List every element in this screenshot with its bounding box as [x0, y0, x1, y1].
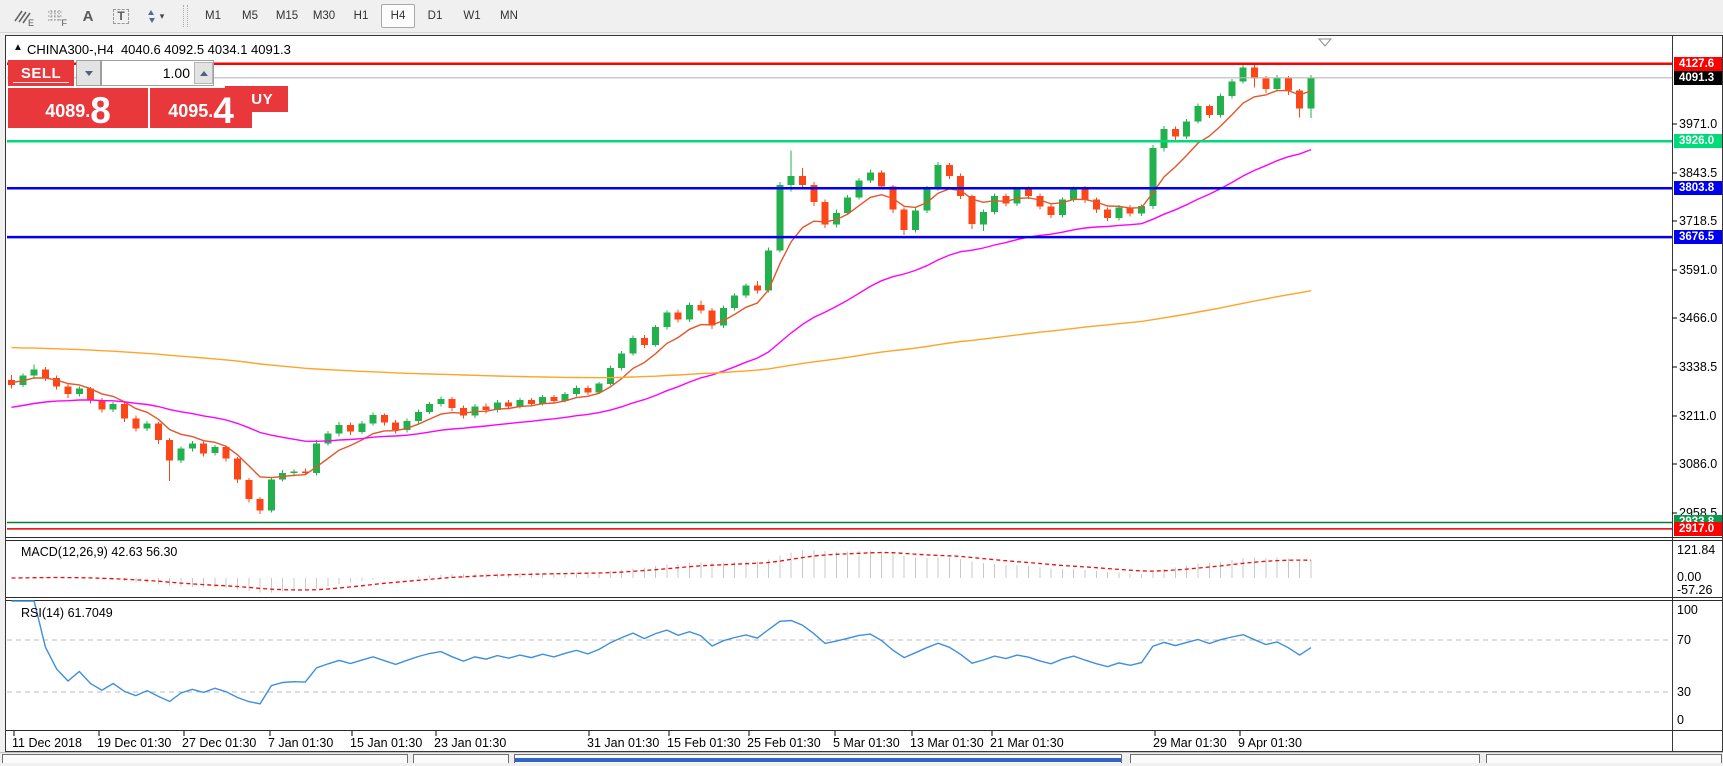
price-level-badge: 3803.8 — [1674, 181, 1722, 196]
rsi-value: 61.7049 — [67, 606, 113, 620]
window-fragment[interactable] — [413, 754, 509, 763]
volume-increase-button[interactable] — [194, 62, 213, 84]
timeframe-button-h1[interactable]: H1 — [353, 10, 369, 22]
chart-symbol-period: CHINA300-,H4 — [27, 42, 114, 57]
rsi-name: RSI(14) — [21, 606, 65, 620]
chart-window — [5, 35, 1723, 752]
timeframe-bar: M1 M5 M15 M30 H1 H4 D1 W1 MN — [196, 4, 529, 28]
arrows-tool-icon[interactable]: ▾ — [140, 3, 168, 29]
triangle-down-icon — [84, 70, 93, 76]
ma-mid-line — [11, 148, 1312, 443]
buy-price-main: 4095. — [168, 101, 214, 121]
bottom-windows-strip — [0, 752, 1723, 763]
time-tick-marks — [13, 731, 1241, 736]
text-label-tool-icon[interactable]: T — [107, 3, 135, 29]
buy-price-display[interactable]: 4095. 4 — [150, 88, 252, 131]
price-level-badge: 4127.6 — [1674, 56, 1722, 71]
volume-decrease-button[interactable] — [76, 60, 101, 86]
window-fragment[interactable] — [1130, 754, 1480, 763]
price-level-badge: 2917.0 — [1674, 521, 1722, 536]
symbol-marker-icon: ▲ — [13, 42, 23, 53]
timeframe-button-h4[interactable]: H4 — [381, 4, 415, 28]
current-price-badge: 4091.3 — [1674, 70, 1722, 85]
chart-shift-marker-icon[interactable] — [1317, 38, 1333, 47]
rsi-label: RSI(14) 61.7049 — [21, 606, 113, 620]
chart-ohlc-values: 4040.6 4092.5 4034.1 4091.3 — [120, 42, 291, 57]
sell-price-display[interactable]: 4089. 8 — [8, 88, 148, 131]
sell-price-big-digit: 8 — [90, 90, 111, 131]
one-click-trading-panel: SELL BUY 4089.8 4095.4 — [0, 0, 288, 129]
triangle-up-icon — [199, 70, 208, 76]
macd-signal-line — [11, 551, 1312, 591]
timeframe-button-m15[interactable]: M15 — [275, 10, 299, 22]
sell-button[interactable]: SELL — [8, 60, 74, 86]
timeframe-button-d1[interactable]: D1 — [427, 10, 443, 22]
horizontal-level-lines[interactable] — [7, 62, 1672, 530]
pane-frame — [6, 36, 1722, 751]
macd-values: 42.63 56.30 — [111, 545, 178, 559]
macd-label: MACD(12,26,9) 42.63 56.30 — [21, 545, 177, 559]
hatch-lines-tool-icon[interactable]: E — [8, 3, 36, 29]
ma-fast-line — [11, 89, 1312, 479]
window-fragment[interactable] — [2, 754, 408, 763]
timeframe-button-w1[interactable]: W1 — [463, 10, 481, 22]
timeframe-button-m5[interactable]: M5 — [242, 10, 258, 22]
macd-pane[interactable] — [7, 541, 1672, 597]
top-toolbar: E F A T ▾ M1 M5 M15 M30 H1 H4 D1 W1 MN — [0, 0, 1723, 33]
price-level-badge: 3926.0 — [1674, 134, 1722, 149]
toolbar-separator — [183, 5, 188, 27]
chart-title: CHINA300-,H4 4040.6 4092.5 4034.1 4091.3 — [27, 42, 291, 57]
rsi-pane[interactable] — [7, 601, 1672, 730]
ma-slow-line — [11, 290, 1312, 379]
timeframe-button-mn[interactable]: MN — [500, 10, 518, 22]
volume-input[interactable] — [104, 62, 192, 84]
time-axis[interactable] — [7, 732, 1672, 752]
price-tick-marks — [1672, 123, 1677, 514]
rsi-line — [11, 600, 1312, 705]
price-level-badge: 3676.5 — [1674, 230, 1722, 245]
sell-price-main: 4089. — [45, 101, 91, 121]
buy-price-big-digit: 4 — [213, 90, 234, 131]
volume-box — [101, 60, 214, 86]
timeframe-button-m30[interactable]: M30 — [312, 10, 336, 22]
grid-tool-icon[interactable]: F — [47, 9, 67, 28]
timeframe-button-m1[interactable]: M1 — [205, 10, 221, 22]
window-fragment[interactable] — [1486, 754, 1722, 763]
window-fragment-titlebar[interactable] — [515, 758, 1121, 762]
font-tool-icon[interactable]: A — [82, 7, 94, 25]
macd-name: MACD(12,26,9) — [21, 545, 108, 559]
price-badges: 4127.63926.03803.83676.52933.82917.04091… — [1674, 56, 1722, 536]
